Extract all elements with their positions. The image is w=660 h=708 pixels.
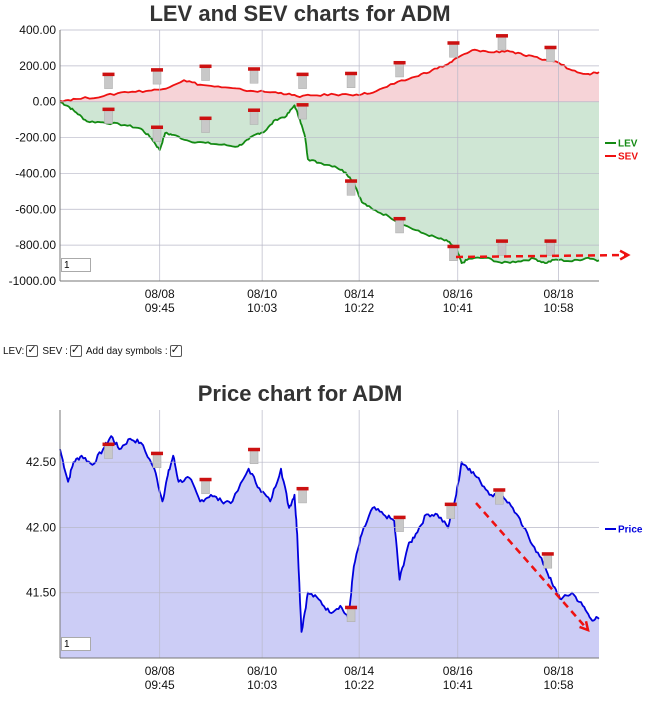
day-markers <box>102 34 557 261</box>
x-tick-time: 10:03 <box>247 678 277 692</box>
x-tick-time: 10:22 <box>344 678 374 692</box>
y-tick-label: -600.00 <box>15 202 56 216</box>
x-tick-time: 10:41 <box>443 301 473 315</box>
series-line-price <box>59 435 600 633</box>
x-tick-date: 08/10 <box>247 287 277 301</box>
day-marker <box>495 34 508 51</box>
x-tick-time: 09:45 <box>145 301 175 315</box>
lev-toggle-label: LEV: <box>3 345 25 357</box>
day-marker <box>495 239 508 256</box>
x-tick-date: 08/18 <box>544 287 574 301</box>
day-marker <box>151 68 164 85</box>
grid <box>60 410 599 658</box>
lev-sev-chart-title: LEV and SEV charts for ADM <box>149 1 451 26</box>
x-tick-date: 08/08 <box>145 287 175 301</box>
day-marker <box>102 107 115 124</box>
day-marker <box>393 216 406 234</box>
x-tick-time: 10:03 <box>247 301 277 315</box>
chart-controls: LEV: SEV : Add day symbols : <box>3 343 186 357</box>
lev-sev-chart[interactable]: 400.00 200.00 0.00 -200.00 -400.00 -600.00 -80… <box>0 0 660 340</box>
series-line-sev <box>59 48 600 103</box>
sev-toggle-label: SEV : <box>42 345 68 357</box>
series-group <box>59 435 600 658</box>
day-marker <box>393 60 406 78</box>
day-markers <box>102 442 554 622</box>
day-marker <box>296 72 309 89</box>
legend: Price <box>605 525 643 536</box>
x-tick-time: 10:58 <box>544 678 574 692</box>
series-area-price <box>60 436 599 658</box>
trend-arrow-head <box>619 249 631 261</box>
series-area-sev <box>60 49 599 102</box>
x-tick-date: 08/10 <box>247 664 277 678</box>
price-chart-title: Price chart for ADM <box>197 381 403 406</box>
day-marker <box>199 116 212 133</box>
x-tick-time: 09:45 <box>145 678 175 692</box>
series-line-lev <box>59 100 600 264</box>
day-marker <box>248 447 261 465</box>
day-marker <box>447 244 460 261</box>
day-marker <box>296 486 309 504</box>
day-marker <box>541 552 554 569</box>
legend: LEV SEV <box>605 139 638 163</box>
y-tick-label: 400.00 <box>19 23 56 37</box>
x-tick-date: 08/16 <box>443 287 473 301</box>
lev-checkbox[interactable] <box>26 343 39 357</box>
x-tick-date: 08/14 <box>344 664 374 678</box>
day-symbols-toggle-label: Add day symbols : <box>85 345 168 357</box>
x-tick-date: 08/08 <box>145 664 175 678</box>
x-tick-date: 08/14 <box>344 287 374 301</box>
day-marker <box>447 41 460 58</box>
y-tick-label: 41.50 <box>26 586 56 600</box>
y-tick-label: -1000.00 <box>9 274 57 288</box>
day-marker <box>102 72 115 89</box>
trend-arrow-head <box>579 620 590 632</box>
day-marker <box>296 103 309 120</box>
day-marker <box>151 125 164 142</box>
day-marker <box>102 442 115 459</box>
day-marker <box>345 605 358 622</box>
day-marker <box>544 45 557 62</box>
day-marker <box>345 71 358 88</box>
day-marker <box>345 179 358 196</box>
x-tick-date: 08/18 <box>544 664 574 678</box>
y-tick-label: 42.50 <box>26 455 56 469</box>
legend-label: Price <box>618 525 643 536</box>
day-marker <box>444 502 457 519</box>
x-tick-date: 08/16 <box>443 664 473 678</box>
day-marker <box>544 239 557 256</box>
series-group <box>59 48 600 264</box>
y-tick-label: 200.00 <box>19 59 56 73</box>
y-tick-label: -200.00 <box>15 131 56 145</box>
day-marker <box>248 67 261 84</box>
y-tick-label: 0.00 <box>33 95 57 109</box>
zoom-input-lev-sev[interactable]: 1 <box>61 258 91 272</box>
y-tick-label: -800.00 <box>15 238 56 252</box>
day-marker <box>151 451 164 468</box>
day-symbols-checkbox[interactable] <box>169 343 182 357</box>
x-tick-time: 10:58 <box>544 301 574 315</box>
day-marker <box>393 515 406 532</box>
trend-arrow <box>455 253 629 259</box>
zoom-input-price[interactable]: 1 <box>61 637 91 651</box>
x-tick-time: 10:22 <box>344 301 374 315</box>
sev-checkbox[interactable] <box>69 343 82 357</box>
legend-label: LEV <box>618 139 638 150</box>
y-tick-label: 42.00 <box>26 520 56 534</box>
trend-arrow <box>475 502 589 631</box>
day-marker <box>248 108 261 125</box>
day-marker <box>199 477 212 495</box>
day-marker <box>199 64 212 81</box>
day-marker <box>493 488 506 505</box>
x-tick-time: 10:41 <box>443 678 473 692</box>
legend-label: SEV <box>618 152 638 163</box>
y-tick-label: -400.00 <box>15 166 56 180</box>
